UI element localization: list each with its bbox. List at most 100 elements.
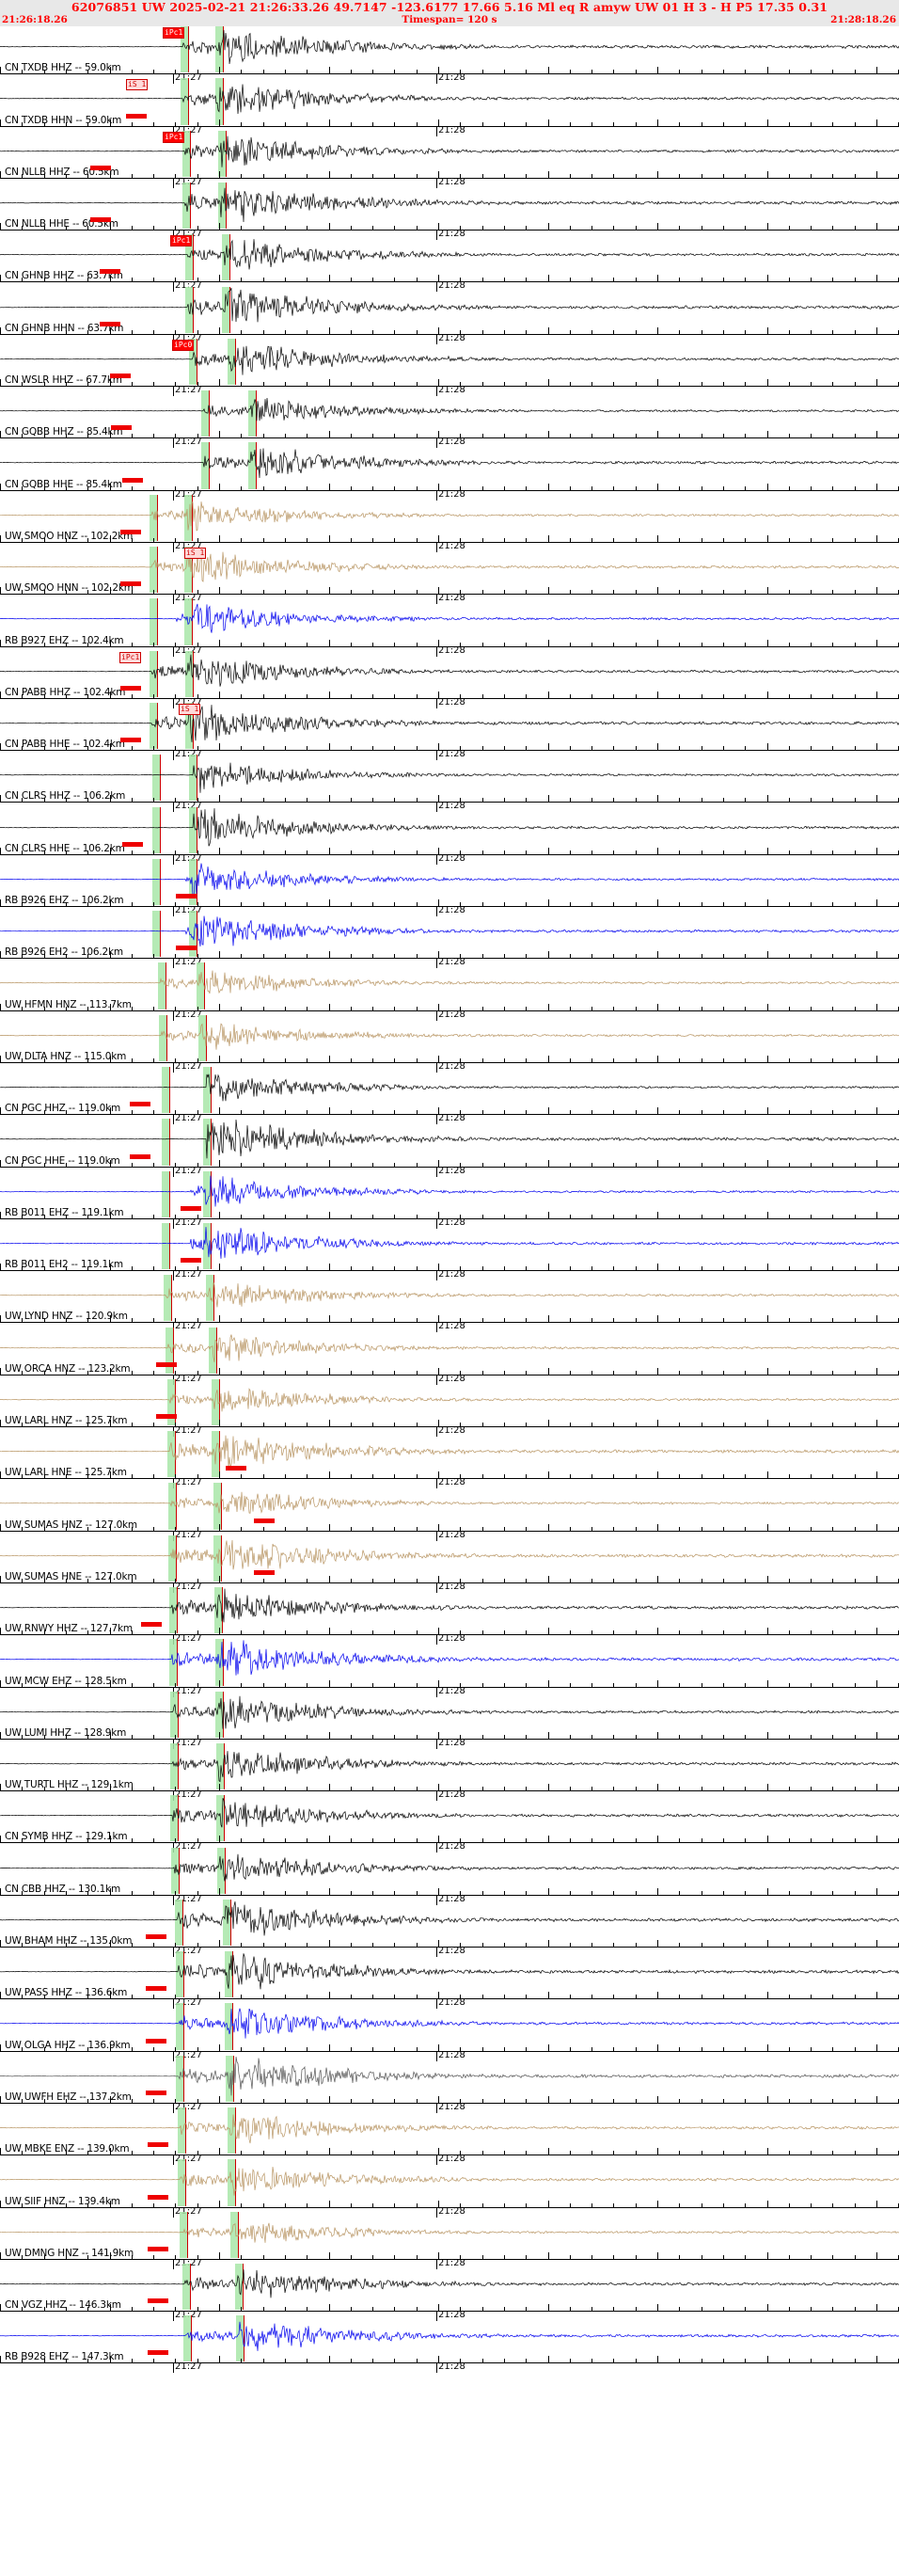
phase-pick-label[interactable]: iPc1	[163, 131, 185, 143]
trace-row[interactable]: UW ORCA HNZ -- 123.2km 21:27 21:28	[0, 1327, 899, 1385]
axis-tick	[153, 1162, 155, 1168]
trace-row[interactable]: UW SIIF HNZ -- 139.4km 21:27 21:28	[0, 2159, 899, 2218]
axis-time-separator	[436, 1270, 437, 1281]
phase-pick-label[interactable]: iS 1	[179, 703, 201, 715]
axis-tick	[87, 2254, 89, 2260]
axis-tick	[109, 379, 111, 388]
s-arrival-line	[232, 1951, 233, 1998]
trace-label: CN VGZ HHZ -- 146.3km	[5, 2299, 121, 2312]
trace-row[interactable]: UW LUMI HHZ -- 128.9km 21:27 21:28	[0, 1691, 899, 1749]
phase-pick-label[interactable]: iPc0	[172, 339, 195, 351]
axis-tick	[526, 2202, 528, 2208]
trace-row[interactable]: UW LYND HNZ -- 120.9km 21:27 21:28	[0, 1275, 899, 1333]
p-arrival-line	[188, 78, 189, 125]
phase-pick-label[interactable]: iS 1	[126, 79, 149, 91]
trace-row[interactable]: iPc0 CN WSLR HHZ -- 67.7km 21:27 21:28	[0, 338, 899, 397]
axis-tick	[657, 899, 658, 908]
phase-pick-label[interactable]: iPc1	[163, 27, 185, 39]
trace-row[interactable]: CN SYMB HHZ -- 129.1km 21:27 21:28	[0, 1795, 899, 1853]
trace-label: UW PASS HHZ -- 136.6km	[5, 1987, 128, 1999]
axis-tick	[503, 1734, 505, 1740]
timespan-line: 21:26:18.26 Timespan= 120 s 21:28:18.26	[0, 14, 899, 26]
axis-tick	[87, 537, 89, 543]
trace-row[interactable]: UW LARL HNZ -- 125.7km 21:27 21:28	[0, 1378, 899, 1438]
axis-tick	[547, 483, 549, 491]
trace-row[interactable]: UW MBKE ENZ -- 139.0km 21:27 21:28	[0, 2107, 899, 2166]
axis-tick	[438, 1575, 439, 1583]
trace-row[interactable]: RB B011 EHZ -- 119.1km 21:27 21:28	[0, 1170, 899, 1229]
phase-pick-label[interactable]: iPc1	[119, 651, 142, 663]
axis-tick	[153, 1890, 155, 1896]
trace-row[interactable]: UW TURTL HHZ -- 129.1km 21:27 21:28	[0, 1742, 899, 1802]
trace-row[interactable]: UW RNWY HHZ -- 127.7km 21:27 21:28	[0, 1587, 899, 1646]
axis-tick	[153, 173, 155, 179]
trace-row[interactable]: CN PGC HHZ -- 119.0km 21:27 21:28	[0, 1067, 899, 1125]
phase-pick-label[interactable]: iS 1	[184, 548, 207, 559]
axis-tick	[241, 1787, 243, 1792]
trace-row[interactable]: UW LARL HNE -- 125.7km 21:27 21:28	[0, 1431, 899, 1489]
waveform	[0, 1175, 899, 1207]
axis-tick	[722, 850, 724, 855]
trace-row[interactable]: UW PASS HHZ -- 136.6km 21:27 21:28	[0, 1951, 899, 2010]
trace-row[interactable]: CN GQBB HHZ -- 85.4km 21:27 21:28	[0, 390, 899, 449]
axis-tick	[788, 1110, 790, 1116]
axis-tick	[460, 902, 462, 908]
trace-row[interactable]: UW SUMAS HNZ -- 127.0km 21:27 21:28	[0, 1483, 899, 1541]
trace-row[interactable]: UW OLGA HHZ -- 136.9km 21:27 21:28	[0, 2003, 899, 2061]
axis-tick	[65, 70, 67, 75]
trace-row[interactable]: UW DLTA HNZ -- 115.0km 21:27 21:28	[0, 1014, 899, 1073]
s-arrival-line	[213, 1275, 214, 1322]
trace-row[interactable]: CN PGC HHE -- 119.0km 21:27 21:28	[0, 1119, 899, 1177]
axis-tick	[284, 226, 286, 231]
axis-tick	[547, 326, 549, 335]
amplitude-marker	[141, 1622, 162, 1628]
waveform	[0, 1750, 899, 1783]
trace-row[interactable]: UW UWFH EHZ -- 137.2km 21:27 21:28	[0, 2055, 899, 2113]
waveform	[0, 501, 899, 532]
axis-tick	[307, 1318, 308, 1324]
trace-row[interactable]: UW HFMN HNZ -- 113.7km 21:27 21:28	[0, 962, 899, 1021]
axis-tick	[766, 1731, 768, 1740]
axis-tick	[328, 1836, 330, 1844]
axis-tick	[481, 485, 483, 491]
axis-tick	[109, 1211, 111, 1219]
waveform	[0, 287, 899, 322]
axis-tick	[526, 1162, 528, 1168]
trace-row[interactable]: RB B926 EH2 -- 106.2km 21:27 21:28	[0, 911, 899, 969]
axis-tick	[241, 1110, 243, 1116]
axis-tick	[416, 537, 418, 543]
trace-row[interactable]: UW BHAM HHZ -- 135.0km 21:27 21:28	[0, 1899, 899, 1958]
axis-tick	[262, 2151, 264, 2156]
phase-pick-label[interactable]: iPc1	[170, 235, 193, 247]
trace-row[interactable]: RB B011 EH2 -- 119.1km 21:27 21:28	[0, 1222, 899, 1281]
axis-tick	[43, 2098, 45, 2104]
axis-tick	[526, 537, 528, 543]
trace-row[interactable]: UW SUMAS HNE -- 127.0km 21:27 21:28	[0, 1534, 899, 1593]
time-axis	[0, 1211, 899, 1219]
axis-tick	[262, 173, 264, 179]
trace-row[interactable]: CN CBB HHZ -- 130.1km 21:27 21:28	[0, 1847, 899, 1905]
axis-tick	[526, 2151, 528, 2156]
trace-row[interactable]: UW MCW EHZ -- 128.5km 21:27 21:28	[0, 1639, 899, 1697]
p-arrival-band	[162, 1119, 170, 1166]
trace-row[interactable]: RB B928 EHZ -- 147.3km 21:27 21:28	[0, 2315, 899, 2374]
axis-tick	[153, 1057, 155, 1063]
